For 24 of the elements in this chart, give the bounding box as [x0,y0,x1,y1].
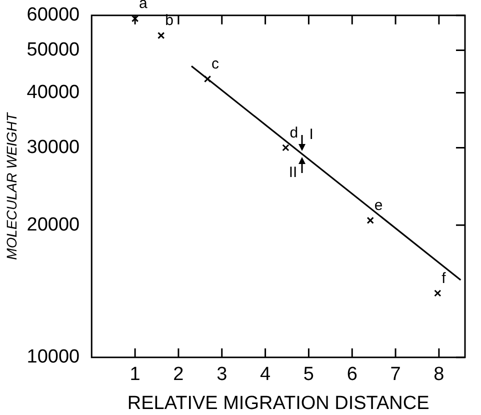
annotation: a [139,0,148,12]
y-tick-label: 10000 [26,346,80,368]
x-tick-label: 5 [303,364,314,386]
y-axis-title: MOLECULAR WEIGHT [3,111,20,260]
y-tick-label: 60000 [26,4,80,26]
x-tick-label: 8 [434,364,444,386]
y-tick-label: 20000 [26,214,80,236]
annotation: e [374,197,383,214]
y-tick-label: 50000 [26,39,80,60]
x-tick-label: 4 [260,364,272,386]
x-tick-label: 6 [346,364,358,386]
annotation: b [165,12,174,30]
annotation: I [309,126,314,143]
x-axis-title: RELATIVE MIGRATION DISTANCE [127,392,430,414]
annotation: c [212,56,220,73]
y-tick-label: 40000 [26,82,80,104]
x-tick-label: 2 [173,364,184,386]
annotation: d [290,124,298,142]
x-tick-label: 7 [390,364,401,386]
annotation: II [288,164,298,181]
x-tick-label: 3 [216,364,228,386]
y-tick-label: 30000 [26,136,80,158]
annotation: f [442,270,447,287]
x-tick-label: 1 [130,364,140,386]
